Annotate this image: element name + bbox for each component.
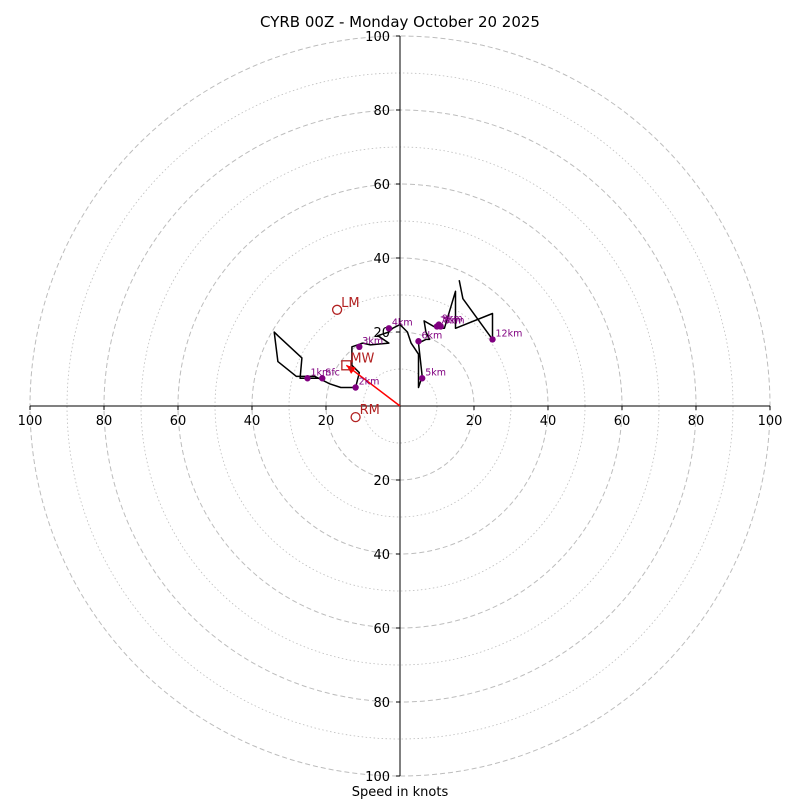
- height-marker-1km: [304, 375, 311, 382]
- height-marker-5km: [419, 375, 426, 382]
- storm-motion-group: LM MW RM: [331, 296, 380, 423]
- height-label-2km: 2km: [359, 377, 380, 388]
- y-tick-label: 20: [373, 474, 390, 489]
- x-tick-label: 20: [318, 414, 335, 429]
- y-tick-label: 40: [373, 252, 390, 267]
- x-tick-label: 40: [244, 414, 261, 429]
- storm-label-mw: MW: [350, 351, 374, 366]
- height-label-6km: 6km: [422, 330, 443, 341]
- height-label-4km: 4km: [392, 317, 413, 328]
- y-tick-label: 80: [373, 696, 390, 711]
- x-tick-label: 20: [466, 414, 483, 429]
- height-marker-3km: [356, 343, 363, 350]
- storm-label-lm: LM: [341, 296, 359, 311]
- x-tick-label: 60: [614, 414, 631, 429]
- height-marker-4km: [385, 325, 393, 332]
- hodograph-trace-group: [273, 280, 494, 389]
- storm-marker-rm: [350, 411, 361, 423]
- y-tick-label: 60: [373, 178, 390, 193]
- y-tick-label: 40: [373, 548, 390, 563]
- height-label-sfc: Sfc: [325, 367, 340, 378]
- height-label-7km: 7km: [440, 315, 461, 326]
- shear-vector-line: [345, 364, 401, 407]
- x-axis-label: Speed in knots: [352, 785, 449, 800]
- x-tick-label: 80: [688, 414, 705, 429]
- axes: 20 20 20 20 40 40 40 40 60 60 60 60 80 80 80 80 100 100 10…: [18, 30, 783, 785]
- height-marker-sfc: [319, 375, 326, 382]
- height-marker-9km: [435, 321, 443, 328]
- storm-marker-lm: [331, 304, 343, 315]
- height-label-1km: 1km: [311, 367, 332, 378]
- y-tick-label: 20: [373, 326, 390, 341]
- y-tick-label: 100: [365, 770, 390, 785]
- y-tick-label: 80: [373, 104, 390, 119]
- hodograph-trace: [273, 280, 494, 389]
- x-tick-label: 80: [96, 414, 113, 429]
- height-label-5km: 5km: [425, 367, 446, 378]
- x-tick-label: 60: [170, 414, 187, 429]
- x-tick-label: 40: [540, 414, 557, 429]
- storm-label-rm: RM: [360, 403, 380, 418]
- height-label-12km: 12km: [496, 328, 523, 339]
- height-marker-6km: [415, 338, 422, 345]
- y-tick-label: 60: [373, 622, 390, 637]
- chart-title: CYRB 00Z - Monday October 20 2025: [260, 13, 540, 31]
- height-label-9km: 9km: [442, 314, 463, 325]
- height-label-3km: 3km: [362, 336, 383, 347]
- storm-marker-mw: [341, 360, 352, 371]
- height-marker-12km: [489, 336, 496, 343]
- height-marker-2km: [352, 384, 359, 391]
- x-tick-label: 100: [18, 414, 43, 429]
- y-tick-label: 100: [365, 30, 390, 45]
- height-label-8km: 8km: [444, 315, 465, 326]
- x-tick-label: 100: [758, 414, 783, 429]
